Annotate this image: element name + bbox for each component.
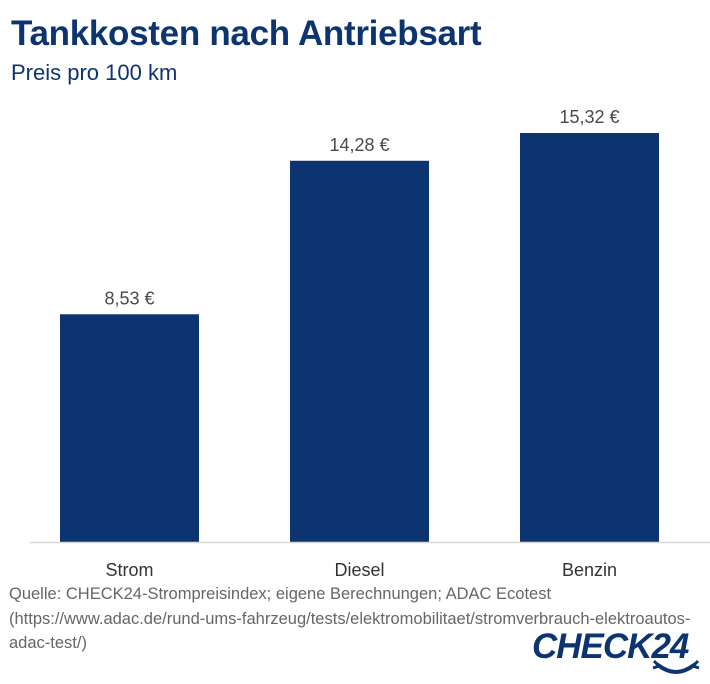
logo-smile-icon: [656, 663, 696, 674]
source-note: Quelle: CHECK24-Strompreisindex; eigene …: [9, 582, 709, 656]
x-tick-label: Diesel: [334, 560, 384, 580]
data-label: 14,28 €: [329, 135, 389, 155]
bar-strom: [60, 314, 199, 542]
data-label: 15,32 €: [559, 107, 619, 127]
bar-diesel: [290, 160, 429, 542]
bar-benzin: [520, 133, 659, 542]
source-line: adac-test/): [9, 634, 87, 652]
chart-title: Tankkosten nach Antriebsart: [11, 14, 482, 53]
source-line: (https://www.adac.de/rund-ums-fahrzeug/t…: [9, 609, 691, 628]
x-tick-label: Strom: [105, 560, 153, 580]
logo-arrow-right-icon: [690, 659, 700, 670]
bar-chart: 8,53 € Strom 14,28 € Diesel 15,32 € Benzin: [30, 107, 710, 580]
chart-subtitle: Preis pro 100 km: [11, 60, 178, 85]
logo-arrow-left-icon: [652, 659, 662, 670]
check24-logo: CHECK24: [532, 627, 700, 674]
data-label: 8,53 €: [104, 288, 154, 308]
source-line: Quelle: CHECK24-Strompreisindex; eigene …: [9, 585, 552, 603]
logo-text: CHECK24: [532, 627, 689, 666]
x-tick-label: Benzin: [562, 560, 617, 580]
